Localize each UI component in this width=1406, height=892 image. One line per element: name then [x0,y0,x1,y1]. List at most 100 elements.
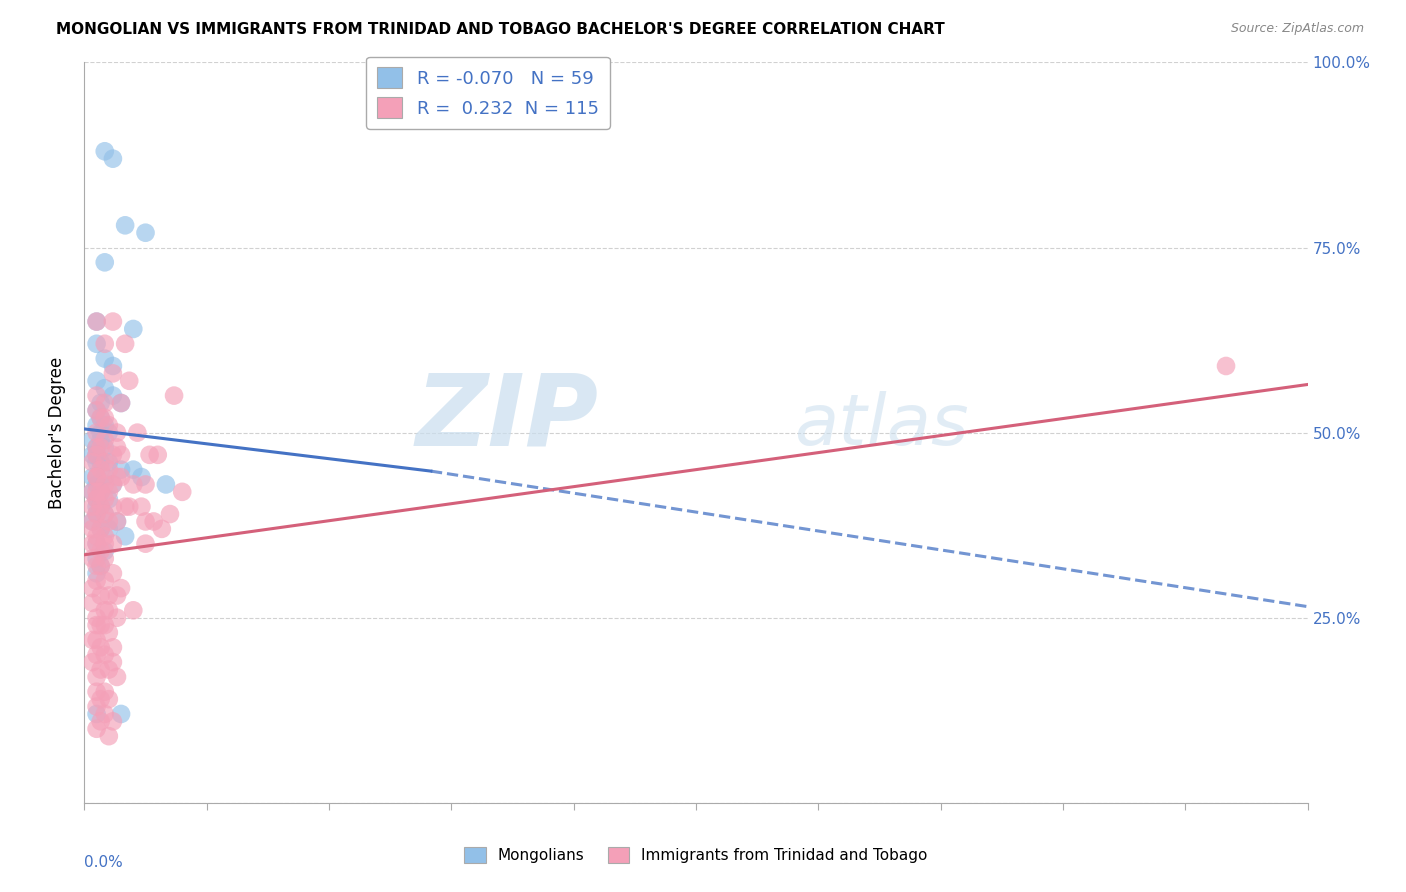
Point [110,462,132,476]
Point [86,448,108,462]
Point [90,589,112,603]
Point [101,367,124,381]
Point [150,522,173,536]
Point [93,410,115,425]
Point [97,425,120,440]
Point [82,455,104,469]
Point [110,581,132,595]
Point [90,544,112,558]
Text: MONGOLIAN VS IMMIGRANTS FROM TRINIDAD AND TOBAGO BACHELOR'S DEGREE CORRELATION C: MONGOLIAN VS IMMIGRANTS FROM TRINIDAD AN… [56,22,945,37]
Point [101,714,124,729]
Point [86,484,108,499]
Point [105,470,128,484]
Point [127,425,149,440]
Point [86,477,108,491]
Point [82,655,104,669]
Point [93,145,115,159]
Point [93,418,115,433]
Point [101,640,124,655]
Point [93,603,115,617]
Point [90,500,112,514]
Point [101,500,124,514]
Point [90,484,112,499]
Point [122,462,145,476]
Point [82,484,104,499]
Point [105,515,128,529]
Point [90,692,112,706]
Point [90,484,112,499]
Point [146,448,169,462]
Point [105,441,128,455]
Point [118,374,141,388]
Point [101,477,124,491]
Point [93,648,115,662]
Point [101,448,124,462]
Point [93,507,115,521]
Point [101,655,124,669]
Point [86,425,108,440]
Point [93,618,115,632]
Point [86,455,108,469]
Point [82,433,104,447]
Point [110,396,132,410]
Point [90,410,112,425]
Point [86,632,108,647]
Y-axis label: Bachelor's Degree: Bachelor's Degree [48,357,66,508]
Point [110,448,132,462]
Point [97,603,120,617]
Point [101,152,124,166]
Point [93,381,115,395]
Point [105,515,128,529]
Point [86,374,108,388]
Point [110,396,132,410]
Point [97,625,120,640]
Point [86,403,108,417]
Point [82,596,104,610]
Point [90,410,112,425]
Point [93,685,115,699]
Point [82,632,104,647]
Point [101,359,124,373]
Point [82,484,104,499]
Point [86,551,108,566]
Point [93,455,115,469]
Point [82,581,104,595]
Point [86,536,108,550]
Point [82,522,104,536]
Point [97,484,120,499]
Text: 0.0%: 0.0% [84,855,124,870]
Point [82,515,104,529]
Point [93,574,115,588]
Point [114,219,136,233]
Point [86,441,108,455]
Point [86,699,108,714]
Point [93,255,115,269]
Point [97,455,120,469]
Point [90,522,112,536]
Point [110,470,132,484]
Point [155,477,177,491]
Point [82,515,104,529]
Point [86,470,108,484]
Point [86,574,108,588]
Point [97,589,120,603]
Point [93,551,115,566]
Point [93,336,115,351]
Point [90,558,112,573]
Point [114,500,136,514]
Point [1215,359,1237,373]
Point [90,433,112,447]
Point [86,558,108,573]
Point [86,418,108,433]
Point [114,529,136,543]
Point [86,492,108,507]
Point [135,226,157,240]
Point [86,566,108,581]
Point [105,425,128,440]
Point [90,441,112,455]
Point [101,314,124,328]
Point [90,714,112,729]
Point [90,500,112,514]
Point [163,388,186,402]
Point [86,529,108,543]
